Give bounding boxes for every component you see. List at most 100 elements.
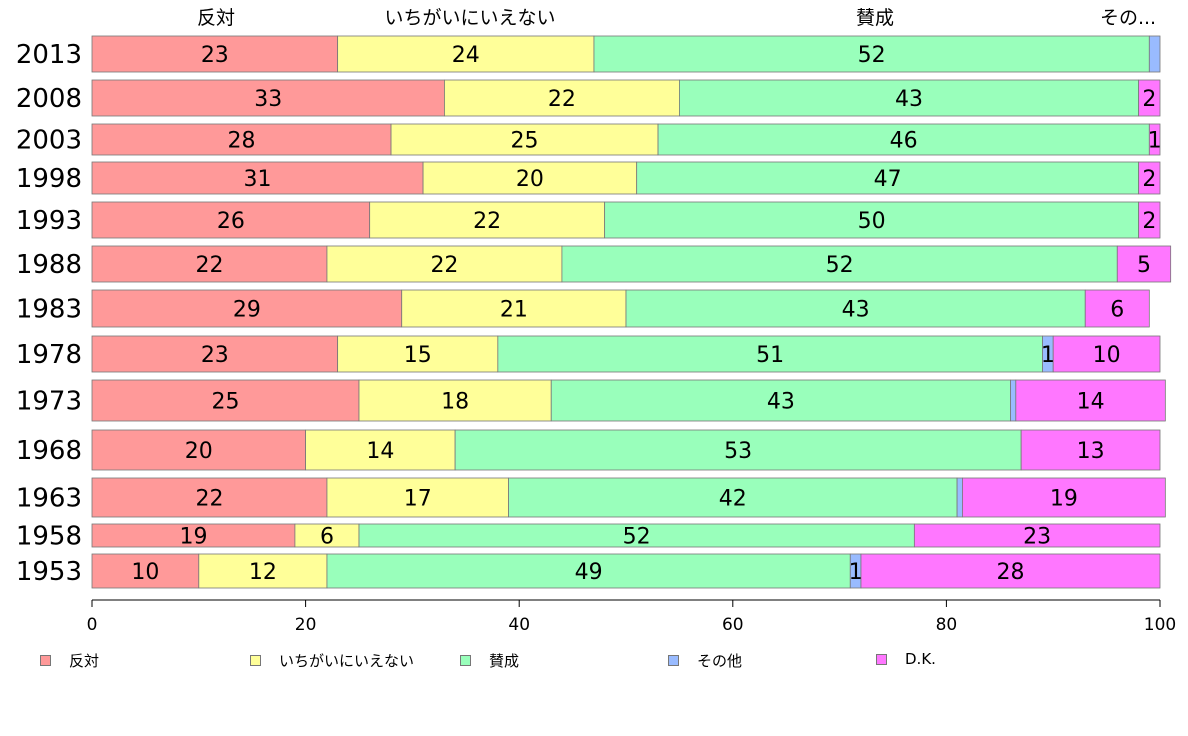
bar-label-2003-2: 46	[890, 129, 918, 154]
bar-2013-その他	[1148, 35, 1161, 73]
bar-label-2008-2: 43	[895, 87, 923, 112]
bar-label-1978-0: 23	[201, 343, 229, 368]
bar-1988-賛成	[561, 245, 1118, 283]
bar-label-1953-4: 28	[996, 560, 1024, 585]
bar-1983-反対	[91, 289, 403, 328]
y-tick-label-1983: 1983	[16, 295, 82, 325]
bar-2008-D.K.	[1138, 79, 1161, 117]
bar-label-2008-1: 22	[548, 87, 576, 112]
bar-2003-賛成	[657, 123, 1150, 156]
bar-1988-D.K.	[1116, 245, 1172, 283]
bar-1953-反対	[91, 553, 200, 589]
bar-1953-いちがいにいえない	[198, 553, 328, 589]
bar-label-1978-1: 15	[404, 343, 432, 368]
y-tick-label-1963: 1963	[16, 484, 82, 514]
y-tick-label-1993: 1993	[16, 206, 82, 236]
bar-label-1953-0: 10	[131, 560, 159, 585]
bar-2013-いちがいにいえない	[337, 35, 595, 73]
bar-label-1993-1: 22	[473, 209, 501, 234]
x-tick-label-0: 0	[87, 615, 98, 635]
bar-label-1983-1: 21	[500, 298, 528, 323]
bar-1953-賛成	[326, 553, 851, 589]
bar-1993-反対	[91, 201, 371, 239]
bar-label-1973-0: 25	[212, 390, 240, 415]
bar-label-1963-2: 42	[719, 487, 747, 512]
y-tick-label-1953: 1953	[16, 557, 82, 587]
bar-label-1973-2: 43	[767, 390, 795, 415]
bar-1973-D.K.	[1015, 379, 1166, 422]
bar-1983-D.K.	[1084, 289, 1150, 328]
top-series-label-1: いちがいにいえない	[384, 7, 555, 29]
bar-1963-いちがいにいえない	[326, 477, 509, 518]
bar-2003-いちがいにいえない	[390, 123, 659, 156]
bar-label-1988-4: 5	[1137, 253, 1151, 278]
bar-1993-賛成	[604, 201, 1140, 239]
y-tick-label-1998: 1998	[16, 164, 82, 194]
bar-1963-その他	[956, 477, 963, 518]
top-series-label-3: その...	[1100, 7, 1156, 29]
bar-label-1998-0: 31	[244, 167, 272, 192]
legend-label-4: D.K.	[905, 650, 936, 668]
bar-label-2013-2: 52	[858, 43, 886, 68]
bar-label-1953-2: 49	[575, 560, 603, 585]
y-tick-label-1958: 1958	[16, 522, 82, 552]
bar-1998-D.K.	[1138, 161, 1161, 195]
bar-label-1993-2: 50	[858, 209, 886, 234]
bar-label-1968-1: 14	[366, 439, 394, 464]
bar-label-2008-4: 2	[1142, 87, 1156, 112]
bar-2003-反対	[91, 123, 392, 156]
legend-item-4: D.K.	[876, 650, 936, 668]
legend-swatch-2	[460, 655, 471, 666]
y-tick-label-1968: 1968	[16, 436, 82, 466]
bar-1998-賛成	[636, 161, 1140, 195]
bar-label-1958-2: 52	[623, 525, 651, 550]
bar-1993-いちがいにいえない	[369, 201, 606, 239]
bar-1998-いちがいにいえない	[422, 161, 638, 195]
bar-1968-D.K.	[1020, 429, 1161, 471]
bar-1968-反対	[91, 429, 307, 471]
legend-swatch-3	[668, 655, 679, 666]
y-tick-label-1978: 1978	[16, 340, 82, 370]
bar-1973-その他	[1010, 379, 1017, 422]
bar-label-1998-2: 47	[874, 167, 902, 192]
bar-label-2013-1: 24	[452, 43, 480, 68]
bar-2003-D.K.	[1148, 123, 1161, 156]
bar-1983-いちがいにいえない	[401, 289, 627, 328]
bar-label-1973-4: 14	[1077, 390, 1105, 415]
bar-1993-D.K.	[1138, 201, 1161, 239]
bar-label-1963-1: 17	[404, 487, 432, 512]
bar-label-1983-2: 43	[842, 298, 870, 323]
bar-1973-反対	[91, 379, 360, 422]
bar-label-1988-2: 52	[826, 253, 854, 278]
legend-swatch-1	[250, 655, 261, 666]
bar-label-2003-4: 1	[1148, 129, 1162, 154]
legend-label-2: 賛成	[489, 652, 520, 670]
bar-1973-賛成	[550, 379, 1011, 422]
bar-label-1983-4: 6	[1110, 298, 1124, 323]
legend-item-2: 賛成	[460, 650, 519, 671]
bar-1988-反対	[91, 245, 328, 283]
bar-label-1958-0: 19	[179, 525, 207, 550]
bar-1968-賛成	[454, 429, 1022, 471]
bar-label-1968-4: 13	[1077, 439, 1105, 464]
bar-1963-賛成	[508, 477, 958, 518]
bar-1963-反対	[91, 477, 328, 518]
bar-1973-いちがいにいえない	[358, 379, 552, 422]
bar-label-1983-0: 29	[233, 298, 261, 323]
bar-label-1998-1: 20	[516, 167, 544, 192]
bar-1983-賛成	[625, 289, 1086, 328]
bar-2013-賛成	[593, 35, 1150, 73]
top-series-label-2: 賛成	[856, 7, 894, 29]
x-tick-label-80: 80	[936, 615, 958, 635]
legend-item-0: 反対	[40, 650, 99, 671]
bar-label-1998-4: 2	[1142, 167, 1156, 192]
legend-label-0: 反対	[69, 652, 100, 670]
bar-label-1988-1: 22	[430, 253, 458, 278]
legend-item-3: その他	[668, 650, 742, 671]
bar-label-1993-4: 2	[1142, 209, 1156, 234]
legend-swatch-4	[876, 653, 887, 665]
bar-label-2003-1: 25	[511, 129, 539, 154]
bar-label-1973-1: 18	[441, 390, 469, 415]
y-tick-label-2003: 2003	[16, 126, 82, 156]
